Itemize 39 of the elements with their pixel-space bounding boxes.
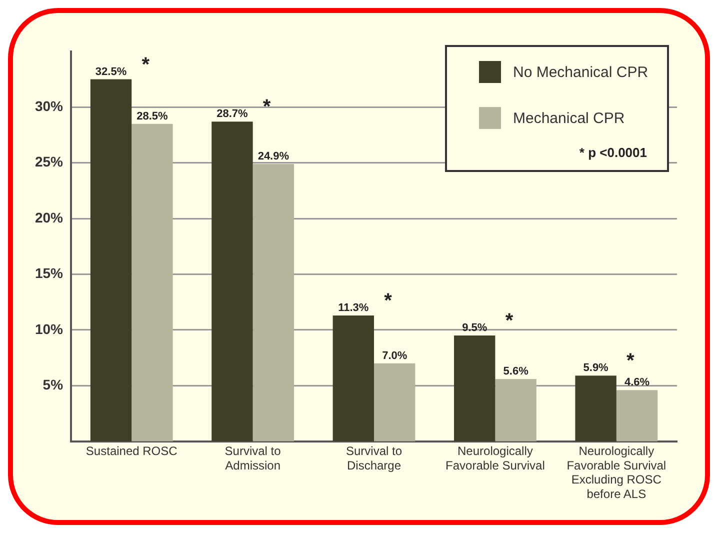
legend-label: No Mechanical CPR xyxy=(513,64,648,80)
y-tick-label: 5% xyxy=(42,376,64,393)
data-label: 5.6% xyxy=(503,366,529,378)
data-label: 24.9% xyxy=(258,150,290,162)
data-label: 11.3% xyxy=(338,302,369,314)
y-tick-label: 25% xyxy=(34,154,64,170)
data-label: 28.5% xyxy=(136,110,168,122)
data-label: 9.5% xyxy=(462,322,488,334)
annotation: * xyxy=(262,96,271,118)
annotation: * xyxy=(142,54,150,76)
x-tick-label: Survival to Discharge xyxy=(346,444,402,472)
y-tick-label: 15% xyxy=(34,265,64,282)
data-label: 4.6% xyxy=(624,376,650,389)
bar xyxy=(132,124,173,442)
bar xyxy=(575,376,616,442)
data-label: 28.7% xyxy=(216,108,248,120)
y-tick-label: 20% xyxy=(34,209,64,226)
annotation: * xyxy=(626,350,635,372)
annotation: * p <0.0001 xyxy=(578,145,648,160)
legend-label: Mechanical CPR xyxy=(513,110,625,126)
data-label: 5.9% xyxy=(583,362,609,374)
y-tick-label: 10% xyxy=(34,320,64,337)
data-label: 32.5% xyxy=(95,66,127,78)
bar xyxy=(252,164,294,442)
x-tick-label: Survival to Admission xyxy=(224,444,282,472)
x-tick-label: Sustained ROSC xyxy=(86,444,178,458)
annotation: * xyxy=(384,290,392,312)
y-tick-label: 30% xyxy=(34,98,64,114)
bar xyxy=(332,315,374,442)
bar xyxy=(90,79,132,442)
bar xyxy=(374,363,416,442)
x-tick-label: Neurologically Favorable Survival Excluding ROSC before ALS xyxy=(566,444,666,502)
annotation: * xyxy=(505,310,514,332)
x-tick-label: Neurologically Favorable Survival xyxy=(446,444,545,472)
bar xyxy=(454,336,496,442)
data-label: 7.0% xyxy=(382,350,408,362)
bar xyxy=(212,122,253,442)
bar xyxy=(495,379,536,442)
bar xyxy=(616,390,658,442)
